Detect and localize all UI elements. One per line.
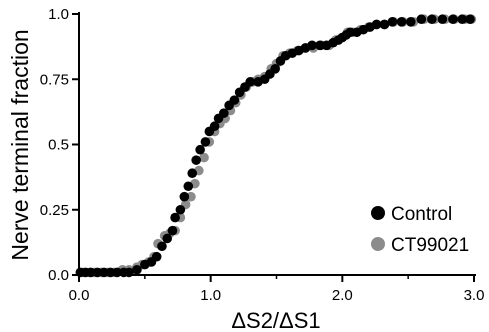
y-tick-label: 1.0 [48,6,69,23]
data-point-control [379,19,390,30]
data-point-control [219,108,229,118]
legend-marker-control [371,206,385,220]
x-tick-label: 2.0 [332,287,353,304]
data-point-control [175,204,186,215]
plot-points [75,14,477,278]
data-point-control [371,19,382,30]
x-tick-label: 3.0 [464,287,485,304]
legend-label-ct99021: CT99021 [391,235,469,256]
data-point-control [315,40,325,51]
data-point-control [132,264,142,275]
data-point-control [465,14,475,25]
x-tick-label: 1.0 [200,287,221,304]
data-point-control [151,251,162,262]
legend: Control CT99021 [371,204,469,256]
data-point-control [406,17,416,27]
data-point-control [195,144,205,155]
data-point-control [307,40,317,51]
data-point-control [162,233,173,244]
y-tick-label: 0.75 [40,71,69,88]
x-axis-label: ΔS2/ΔS1 [231,308,320,332]
data-point-control [183,181,194,192]
data-point-control [229,95,240,105]
y-tick-label: 0.0 [48,267,69,284]
data-point-control [270,64,280,74]
data-point-control [416,14,427,25]
data-point-control [427,14,437,25]
y-tick-label: 0.25 [40,202,69,219]
y-tick-label: 0.5 [48,137,69,154]
data-point-control [179,191,190,202]
data-point-control [245,77,255,87]
data-point-control [396,17,407,27]
legend-label-control: Control [391,204,452,225]
x-tick-label: 0.0 [69,287,90,304]
data-point-control [209,121,220,132]
legend-marker-ct99021 [371,237,385,251]
data-point-control [200,137,211,147]
data-point-control [187,168,198,179]
data-point-control [457,14,467,25]
data-point-ct99021 [199,152,209,163]
data-point-control [157,241,167,252]
data-point-control [437,14,448,25]
data-point-control [345,27,356,38]
data-point-control [191,155,201,165]
data-point-control [387,17,398,27]
data-point-control [167,225,178,236]
y-axis-label: Nerve terminal fraction [7,29,33,260]
data-point-control [170,212,180,223]
data-point-control [448,14,458,25]
axes: 0.0 1.0 2.0 3.0 0.0 0.25 0.5 0.75 1.0 [40,6,485,304]
data-point-ct99021 [186,191,196,202]
